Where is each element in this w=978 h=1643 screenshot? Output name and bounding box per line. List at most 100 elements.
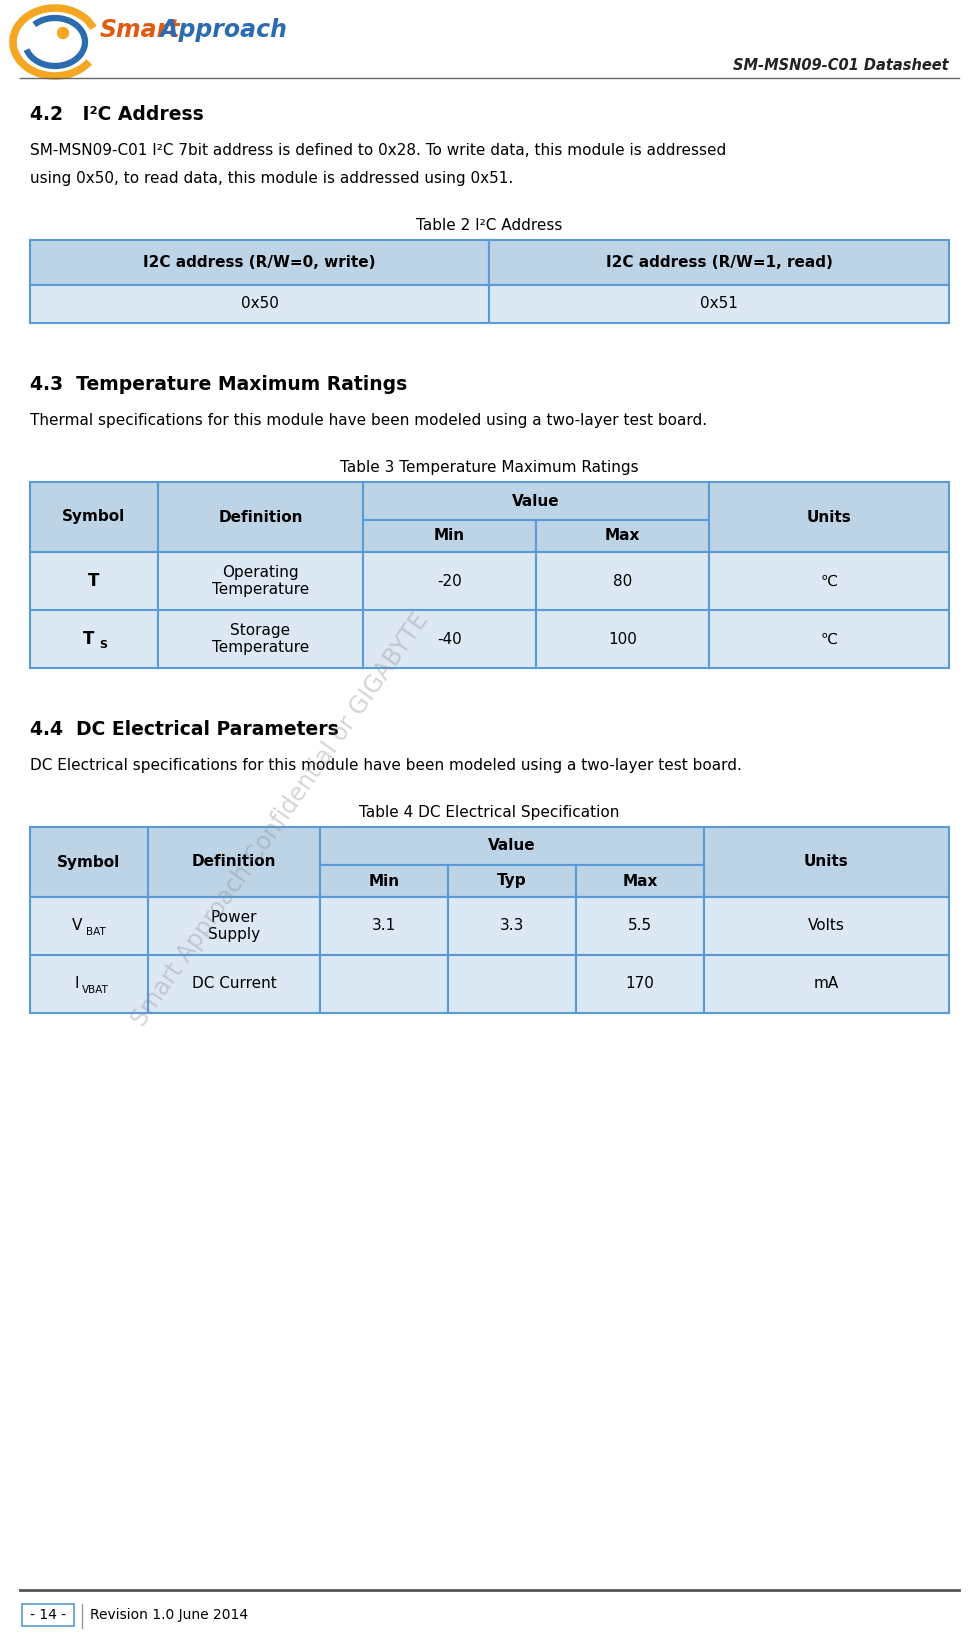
Text: Power
Supply: Power Supply <box>207 910 260 941</box>
FancyBboxPatch shape <box>148 955 320 1014</box>
FancyBboxPatch shape <box>708 610 948 669</box>
FancyBboxPatch shape <box>320 864 448 897</box>
FancyBboxPatch shape <box>320 826 703 864</box>
Text: Units: Units <box>806 509 851 524</box>
Text: Storage
Temperature: Storage Temperature <box>211 623 309 656</box>
FancyBboxPatch shape <box>30 897 148 955</box>
FancyBboxPatch shape <box>30 240 489 284</box>
FancyBboxPatch shape <box>363 552 535 610</box>
Text: Revision 1.0 June 2014: Revision 1.0 June 2014 <box>90 1608 247 1622</box>
FancyBboxPatch shape <box>148 826 320 897</box>
Text: 100: 100 <box>607 631 637 646</box>
FancyBboxPatch shape <box>363 481 708 519</box>
Text: Smart Approach Confidential or GIGABYTE: Smart Approach Confidential or GIGABYTE <box>127 610 432 1032</box>
Text: 80: 80 <box>612 573 632 588</box>
FancyBboxPatch shape <box>320 897 448 955</box>
Text: -20: -20 <box>437 573 462 588</box>
Text: Value: Value <box>511 493 559 508</box>
Ellipse shape <box>11 7 99 77</box>
Text: I2C address (R/W=1, read): I2C address (R/W=1, read) <box>605 255 832 269</box>
Text: mA: mA <box>813 976 838 991</box>
Text: 4.3  Temperature Maximum Ratings: 4.3 Temperature Maximum Ratings <box>30 375 407 394</box>
Text: Min: Min <box>433 529 465 544</box>
Text: 0x50: 0x50 <box>241 296 279 312</box>
FancyBboxPatch shape <box>22 1604 74 1627</box>
FancyBboxPatch shape <box>320 955 448 1014</box>
FancyBboxPatch shape <box>363 610 535 669</box>
Text: V: V <box>71 918 82 933</box>
Text: SM-MSN09-C01 I²C 7bit address is defined to 0x28. To write data, this module is : SM-MSN09-C01 I²C 7bit address is defined… <box>30 143 726 158</box>
Text: DC Current: DC Current <box>192 976 276 991</box>
FancyBboxPatch shape <box>30 284 489 324</box>
Text: -40: -40 <box>437 631 462 646</box>
Text: I: I <box>74 976 79 991</box>
FancyBboxPatch shape <box>448 955 575 1014</box>
Text: Value: Value <box>488 838 535 853</box>
FancyBboxPatch shape <box>535 552 708 610</box>
Text: BAT: BAT <box>86 927 106 937</box>
Ellipse shape <box>22 16 88 67</box>
Text: - 14 -: - 14 - <box>30 1608 66 1622</box>
FancyBboxPatch shape <box>703 897 948 955</box>
Text: Symbol: Symbol <box>63 509 125 524</box>
FancyBboxPatch shape <box>708 552 948 610</box>
Text: Thermal specifications for this module have been modeled using a two-layer test : Thermal specifications for this module h… <box>30 412 706 427</box>
Text: T: T <box>88 572 100 590</box>
Text: Operating
Temperature: Operating Temperature <box>211 565 309 596</box>
Text: SM-MSN09-C01 Datasheet: SM-MSN09-C01 Datasheet <box>733 58 948 72</box>
Text: Typ: Typ <box>497 874 526 889</box>
FancyBboxPatch shape <box>157 552 363 610</box>
Text: Symbol: Symbol <box>58 854 120 869</box>
Text: VBAT: VBAT <box>82 986 109 996</box>
FancyBboxPatch shape <box>489 284 948 324</box>
Text: 3.3: 3.3 <box>500 918 523 933</box>
FancyBboxPatch shape <box>489 240 948 284</box>
Text: DC Electrical specifications for this module have been modeled using a two-layer: DC Electrical specifications for this mo… <box>30 757 741 772</box>
Text: Definition: Definition <box>218 509 302 524</box>
Text: Max: Max <box>604 529 640 544</box>
FancyBboxPatch shape <box>575 897 703 955</box>
Text: ℃: ℃ <box>820 573 837 588</box>
Text: 0x51: 0x51 <box>699 296 737 312</box>
Text: Definition: Definition <box>192 854 276 869</box>
Text: Table 3 Temperature Maximum Ratings: Table 3 Temperature Maximum Ratings <box>339 460 638 475</box>
Text: Max: Max <box>622 874 657 889</box>
Text: Volts: Volts <box>807 918 844 933</box>
FancyBboxPatch shape <box>148 897 320 955</box>
Text: ℃: ℃ <box>820 631 837 646</box>
Text: 4.2   I²C Address: 4.2 I²C Address <box>30 105 203 123</box>
FancyBboxPatch shape <box>30 955 148 1014</box>
Text: Smart: Smart <box>100 18 180 43</box>
FancyBboxPatch shape <box>575 864 703 897</box>
Ellipse shape <box>33 25 77 59</box>
Text: T: T <box>83 629 95 647</box>
FancyBboxPatch shape <box>30 610 157 669</box>
Text: Approach: Approach <box>152 18 287 43</box>
Text: using 0x50, to read data, this module is addressed using 0x51.: using 0x50, to read data, this module is… <box>30 171 512 186</box>
Text: S: S <box>99 641 107 651</box>
FancyBboxPatch shape <box>703 826 948 897</box>
FancyBboxPatch shape <box>30 481 157 552</box>
Text: Min: Min <box>368 874 399 889</box>
FancyBboxPatch shape <box>363 519 535 552</box>
FancyBboxPatch shape <box>157 610 363 669</box>
Text: 4.4  DC Electrical Parameters: 4.4 DC Electrical Parameters <box>30 720 338 739</box>
FancyBboxPatch shape <box>30 552 157 610</box>
FancyBboxPatch shape <box>30 826 148 897</box>
Circle shape <box>58 28 68 38</box>
Text: Table 4 DC Electrical Specification: Table 4 DC Electrical Specification <box>359 805 618 820</box>
FancyBboxPatch shape <box>708 481 948 552</box>
Text: Units: Units <box>803 854 848 869</box>
Text: 170: 170 <box>625 976 653 991</box>
FancyBboxPatch shape <box>157 481 363 552</box>
Text: I2C address (R/W=0, write): I2C address (R/W=0, write) <box>144 255 376 269</box>
FancyBboxPatch shape <box>535 610 708 669</box>
FancyBboxPatch shape <box>448 864 575 897</box>
Text: Table 2 I²C Address: Table 2 I²C Address <box>416 219 561 233</box>
FancyBboxPatch shape <box>448 897 575 955</box>
FancyBboxPatch shape <box>535 519 708 552</box>
FancyBboxPatch shape <box>575 955 703 1014</box>
FancyBboxPatch shape <box>703 955 948 1014</box>
Text: 5.5: 5.5 <box>627 918 651 933</box>
Text: 3.1: 3.1 <box>372 918 396 933</box>
